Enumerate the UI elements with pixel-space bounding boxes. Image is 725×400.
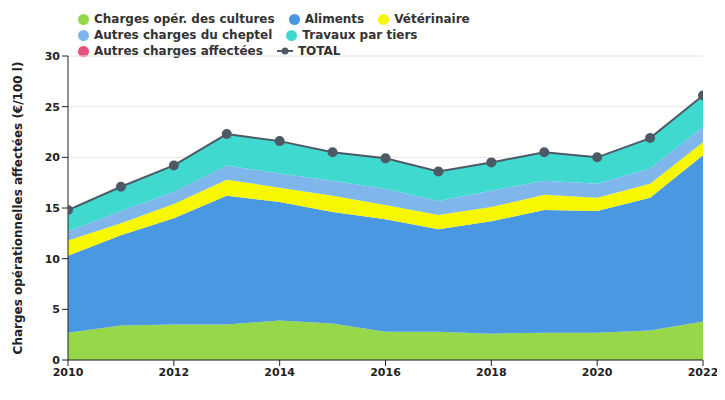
svg-text:2016: 2016: [370, 366, 401, 379]
html-text:Travaux par tiers: Travaux par tiers: [302, 28, 418, 42]
svg-text:2020: 2020: [582, 366, 613, 379]
html-text:Autres charges affectées: Autres charges affectées: [94, 44, 263, 58]
html-text:Charges opér. des cultures: Charges opér. des cultures: [94, 12, 275, 26]
svg-text:2022: 2022: [688, 366, 717, 379]
html-text:Autres charges du cheptel: Autres charges du cheptel: [94, 28, 273, 42]
svg-text:30: 30: [45, 50, 61, 63]
svg-text:0: 0: [52, 354, 60, 367]
html-text:TOTAL: TOTAL: [297, 44, 341, 58]
svg-text:Charges opérationnelles affect: Charges opérationnelles affectées (€/100…: [11, 62, 25, 355]
svg-text:5: 5: [52, 303, 60, 316]
svg-text:2010: 2010: [53, 366, 84, 379]
svg-text:20: 20: [45, 151, 61, 164]
svg-text:25: 25: [45, 101, 60, 114]
svg-text:2014: 2014: [264, 366, 295, 379]
svg-text:2012: 2012: [159, 366, 190, 379]
svg-text:2018: 2018: [476, 366, 507, 379]
svg-text:15: 15: [45, 202, 60, 215]
svg-text:10: 10: [45, 253, 61, 266]
html-text:Vétérinaire: Vétérinaire: [394, 12, 470, 26]
html-text:Aliments: Aliments: [304, 12, 365, 26]
